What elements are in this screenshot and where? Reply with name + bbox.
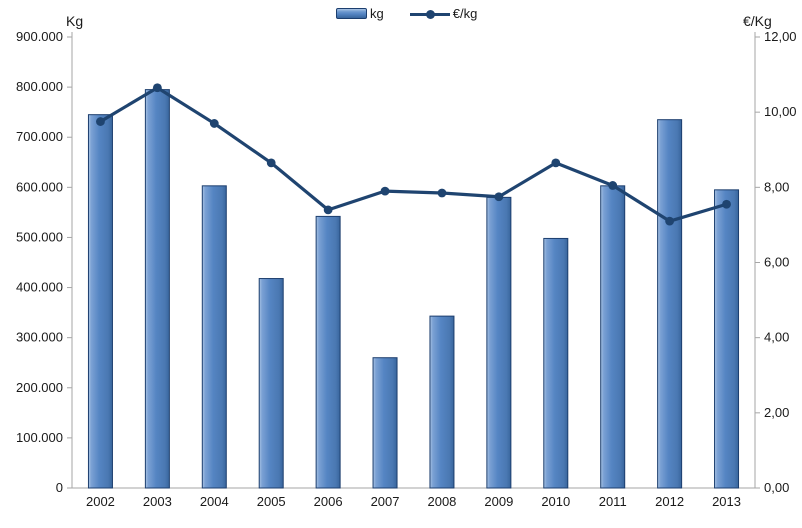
- right-axis-title: €/Kg: [743, 13, 772, 29]
- right-axis-tick-label: 10,00: [764, 104, 797, 119]
- x-axis-year-label: 2003: [143, 494, 172, 509]
- line-marker-2012: [665, 216, 675, 226]
- left-axis-title: Kg: [66, 13, 83, 29]
- x-axis-year-label: 2005: [257, 494, 286, 509]
- x-axis-year-label: 2008: [427, 494, 456, 509]
- line-marker-2002: [96, 117, 105, 126]
- left-axis-tick-label: 500.000: [16, 229, 63, 244]
- bar-2002: [87, 114, 113, 489]
- x-axis-year-label: 2004: [200, 494, 229, 509]
- x-axis-year-label: 2013: [712, 494, 741, 509]
- legend-label-kg: kg: [370, 6, 384, 21]
- chart-legend: kg €/kg: [336, 6, 477, 21]
- line-marker-2009: [494, 192, 504, 202]
- line-marker-2010: [551, 158, 561, 168]
- bar-swatch-icon: [336, 8, 367, 19]
- left-axis-tick-label: 800.000: [16, 79, 63, 94]
- bar-2004: [201, 185, 227, 489]
- left-axis-tick-label: 200.000: [16, 380, 63, 395]
- line-marker-2006: [323, 205, 333, 215]
- bar-2009: [486, 196, 512, 489]
- x-axis-year-label: 2002: [86, 494, 115, 509]
- left-axis-tick-label: 400.000: [16, 280, 63, 295]
- bar-2010: [543, 237, 569, 489]
- bar-2008: [429, 315, 455, 489]
- right-axis-tick-label: 6,00: [764, 255, 789, 270]
- left-axis-tick-label: 900.000: [16, 29, 63, 44]
- x-axis-year-label: 2010: [541, 494, 570, 509]
- left-axis-tick-label: 700.000: [16, 129, 63, 144]
- bar-2013: [714, 189, 740, 489]
- right-axis-tick-label: 12,00: [764, 29, 797, 44]
- right-axis-tick-label: 2,00: [764, 405, 789, 420]
- bar-2003: [144, 89, 170, 489]
- legend-label-eur-kg: €/kg: [452, 6, 478, 21]
- left-axis-tick-label: 100.000: [16, 430, 63, 445]
- right-axis-tick-label: 4,00: [764, 330, 789, 345]
- legend-item-eur-kg: €/kg: [409, 6, 478, 21]
- line-marker-2007: [380, 186, 390, 196]
- line-marker-2004: [209, 119, 219, 128]
- line-marker-2003: [152, 83, 162, 93]
- x-axis-year-label: 2011: [599, 494, 627, 509]
- bar-2007: [372, 357, 398, 489]
- x-axis-year-label: 2009: [484, 494, 513, 509]
- line-marker-2011: [608, 181, 618, 190]
- bar-2012: [657, 119, 683, 489]
- line-marker-2005: [266, 158, 276, 168]
- line-marker-2008: [437, 188, 447, 198]
- bar-2011: [600, 185, 626, 489]
- left-axis-tick-label: 0: [56, 480, 63, 495]
- right-axis-tick-label: 8,00: [764, 179, 789, 194]
- x-axis-year-label: 2012: [655, 494, 684, 509]
- line-marker-2013: [722, 199, 731, 209]
- right-axis-tick-label: 0,00: [764, 480, 789, 495]
- bar-2006: [315, 215, 341, 489]
- x-axis-year-label: 2007: [371, 494, 400, 509]
- eur-per-kg-line: [98, 86, 729, 223]
- line-marker-icon: [409, 9, 450, 19]
- bar-2005: [258, 278, 284, 489]
- left-axis-tick-label: 300.000: [16, 330, 63, 345]
- left-axis-tick-label: 600.000: [16, 179, 63, 194]
- x-axis-year-label: 2006: [314, 494, 343, 509]
- legend-item-kg: kg: [336, 6, 384, 21]
